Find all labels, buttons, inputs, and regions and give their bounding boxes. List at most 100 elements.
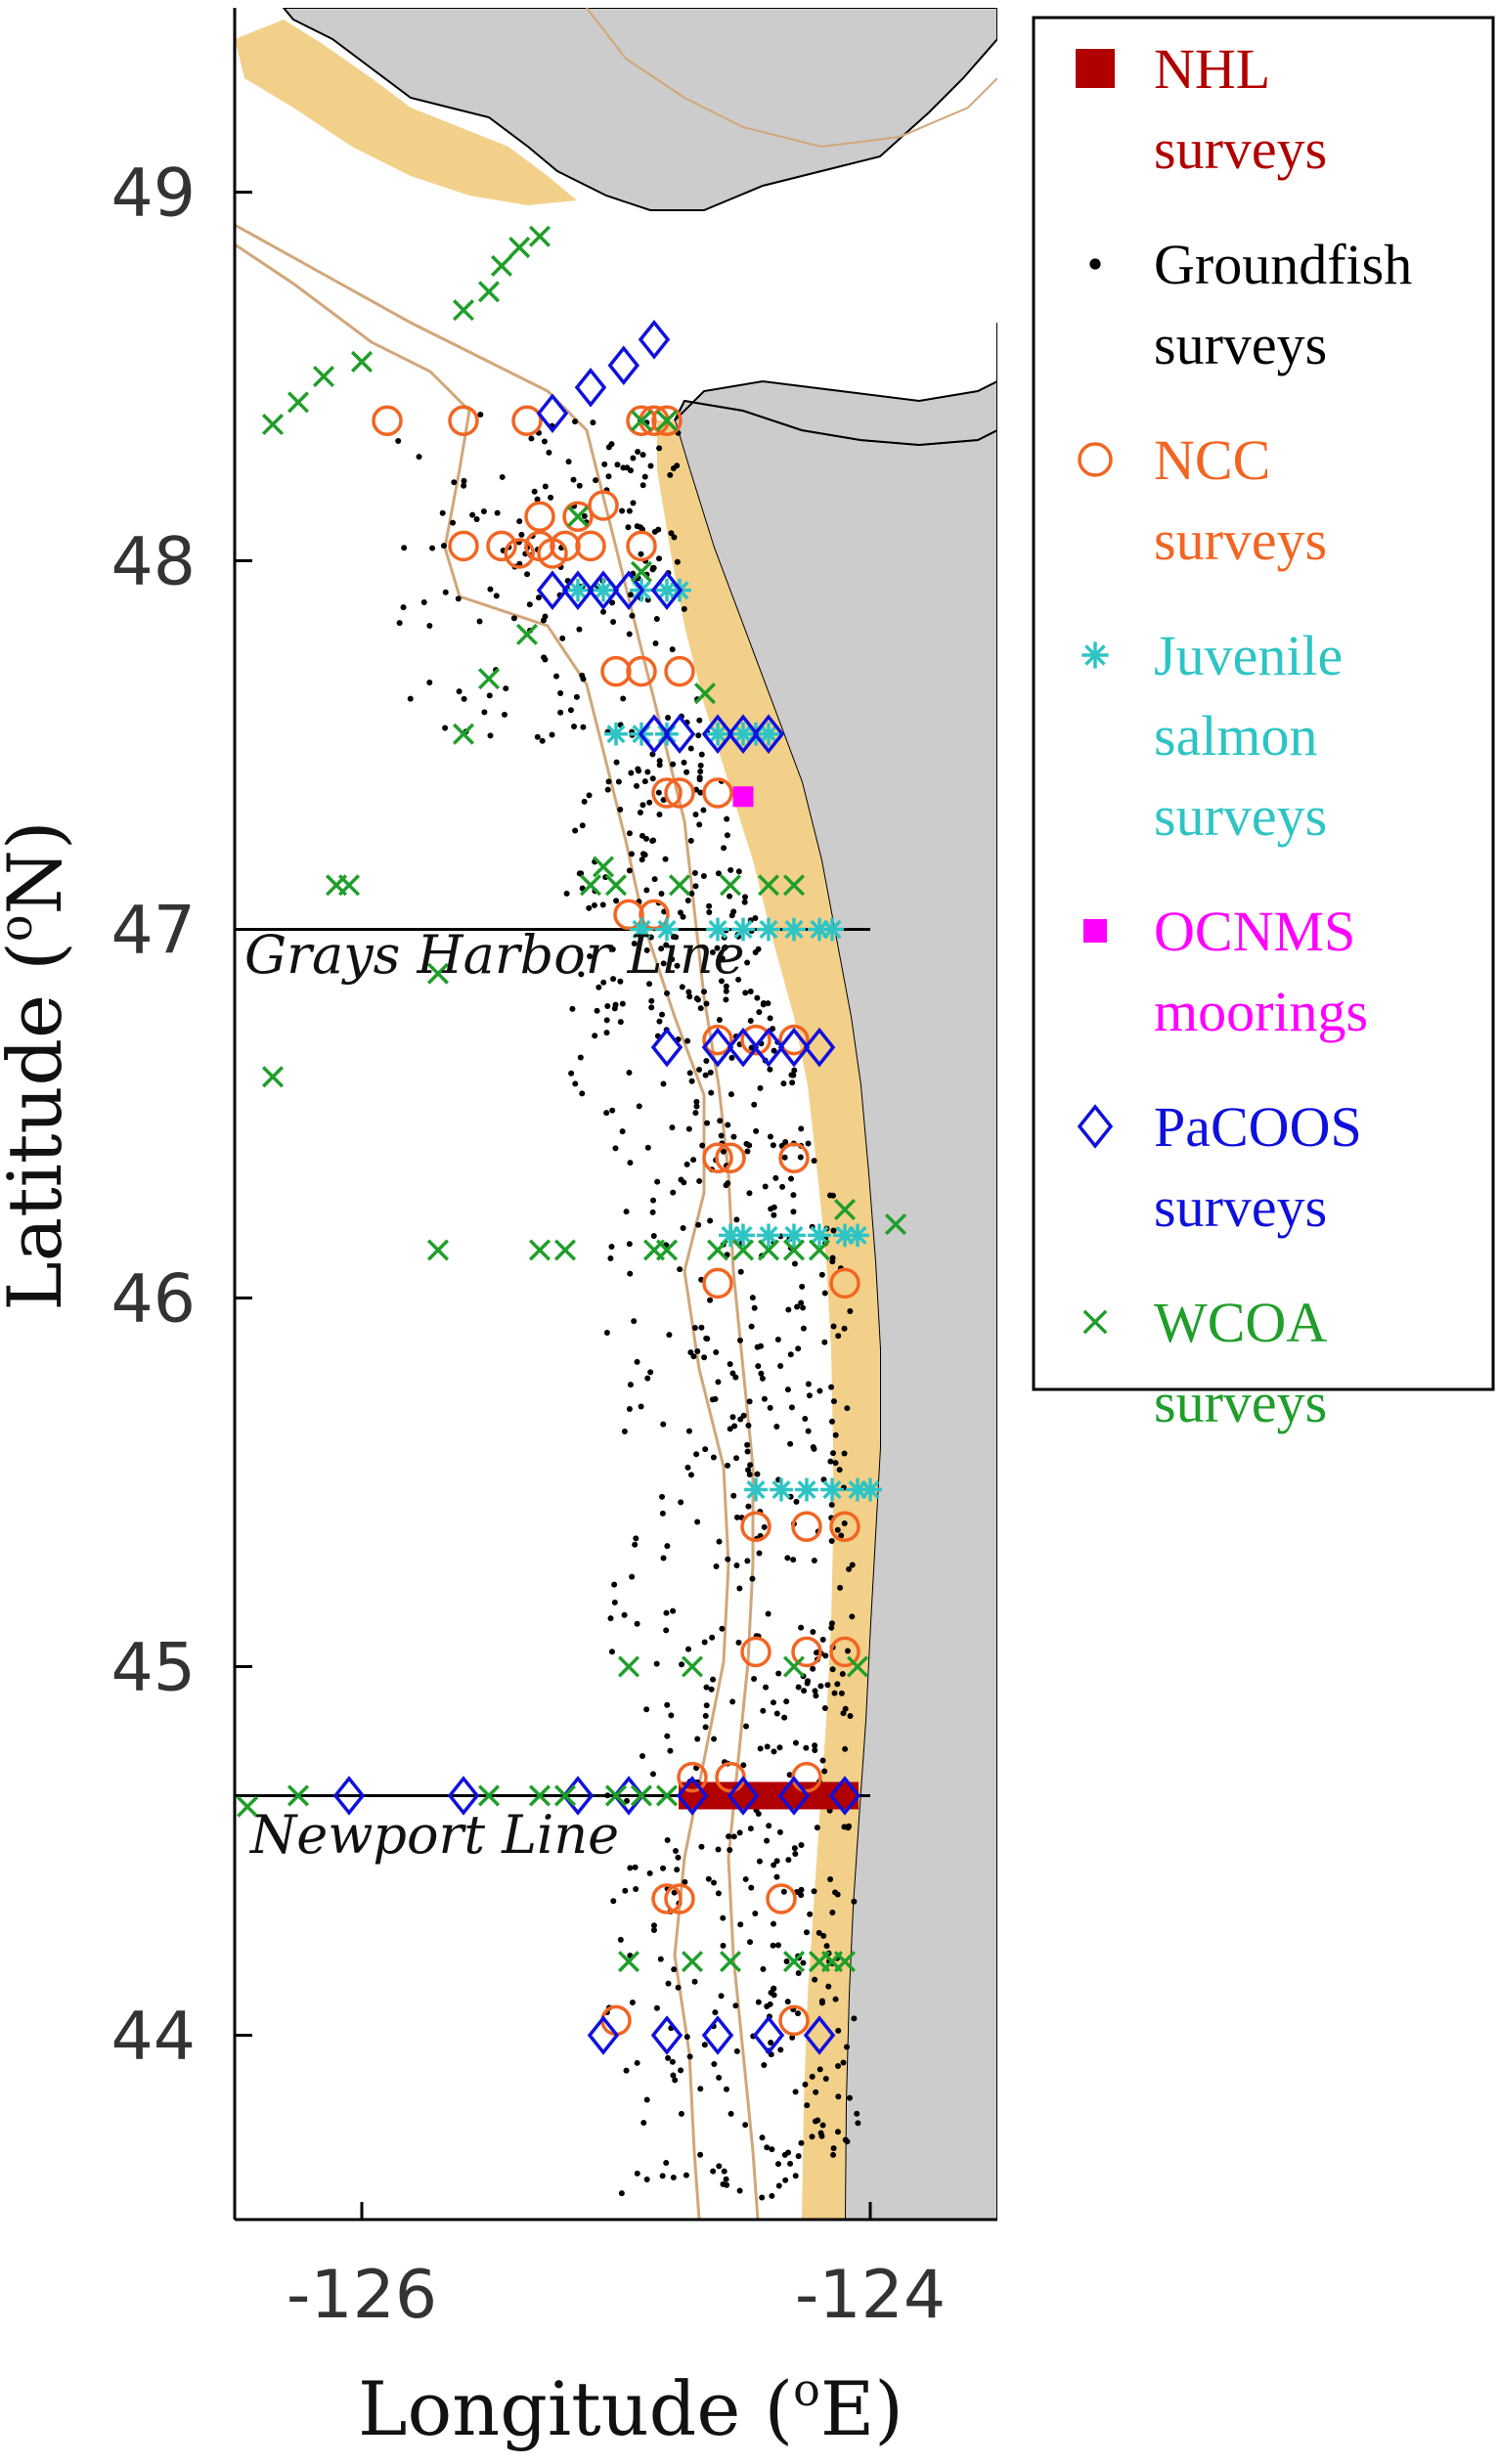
ncc-surveys-point <box>766 1883 797 1914</box>
groundfish-survey-point <box>707 1069 714 1076</box>
groundfish-survey-point <box>638 550 644 557</box>
groundfish-survey-point <box>822 2075 829 2082</box>
wcoa-surveys-point <box>833 1951 857 1973</box>
groundfish-survey-point <box>804 2102 811 2109</box>
groundfish-survey-point <box>846 1823 853 1829</box>
groundfish-survey-point <box>711 1879 718 1886</box>
groundfish-survey-point <box>516 518 523 525</box>
wcoa-surveys-point <box>528 1784 551 1807</box>
groundfish-survey-point <box>456 688 463 695</box>
groundfish-survey-point <box>752 914 759 921</box>
groundfish-survey-point <box>481 709 488 716</box>
groundfish-survey-point <box>669 1124 676 1131</box>
juvenile-salmon-surveys-point <box>719 1223 742 1248</box>
groundfish-survey-point <box>802 1416 809 1423</box>
groundfish-survey-point <box>591 902 597 908</box>
groundfish-survey-point <box>699 1142 706 1149</box>
wcoa-surveys-point <box>452 299 475 322</box>
groundfish-survey-point <box>733 1562 740 1569</box>
groundfish-survey-point <box>742 2122 749 2129</box>
groundfish-survey-point <box>549 731 555 738</box>
groundfish-survey-point <box>664 1733 671 1739</box>
groundfish-survey-point <box>773 1424 780 1430</box>
groundfish-survey-point <box>718 978 725 985</box>
groundfish-survey-point <box>603 1030 610 1036</box>
ncc-surveys-point <box>639 899 670 931</box>
groundfish-survey-point <box>640 2119 647 2126</box>
groundfish-survey-point <box>692 812 699 818</box>
groundfish-survey-point <box>678 1499 684 1506</box>
groundfish-survey-point <box>487 732 494 739</box>
groundfish-survey-point <box>594 1007 600 1014</box>
groundfish-survey-point <box>608 1243 615 1250</box>
groundfish-survey-point <box>832 1996 839 2002</box>
groundfish-survey-point <box>660 1555 667 1562</box>
wcoa-surveys-point <box>693 682 717 705</box>
land-vancouver-island <box>282 8 997 211</box>
ncc-surveys-point <box>486 530 517 562</box>
groundfish-survey-point <box>724 815 730 822</box>
groundfish-survey-point <box>634 782 640 789</box>
legend-label-ncc: surveys <box>1154 508 1327 572</box>
groundfish-survey-point <box>840 1710 847 1717</box>
groundfish-survey-point <box>494 509 501 516</box>
groundfish-survey-point <box>643 946 650 953</box>
groundfish-survey-point <box>832 1460 839 1467</box>
pacoos-surveys-point <box>752 714 785 754</box>
wcoa-surveys-point <box>630 410 653 432</box>
groundfish-survey-point <box>744 1148 751 1155</box>
groundfish-survey-point <box>656 445 663 452</box>
wcoa-surveys-point <box>566 506 590 528</box>
groundfish-survey-point <box>691 1324 698 1331</box>
ncc-surveys-point <box>651 1883 683 1914</box>
groundfish-survey-point <box>817 1683 824 1690</box>
groundfish-survey-point <box>605 778 612 785</box>
groundfish-survey-point <box>723 988 729 994</box>
groundfish-survey-point <box>821 1290 828 1297</box>
groundfish-survey-point <box>653 1660 660 1667</box>
groundfish-survey-point <box>656 1018 663 1025</box>
groundfish-survey-point <box>623 1209 630 1215</box>
groundfish-survey-point <box>773 1858 780 1865</box>
groundfish-survey-point <box>643 2176 650 2182</box>
groundfish-survey-point <box>767 1066 773 1073</box>
groundfish-survey-point <box>785 1857 792 1864</box>
groundfish-survey-point <box>665 715 672 722</box>
groundfish-survey-point <box>709 949 716 956</box>
groundfish-survey-point <box>541 438 548 445</box>
groundfish-survey-point <box>643 2096 650 2103</box>
groundfish-survey-point <box>784 1555 791 1562</box>
groundfish-survey-point <box>636 1103 642 1110</box>
wcoa-surveys-point <box>808 1239 831 1261</box>
groundfish-survey-point <box>747 1826 754 1832</box>
groundfish-survey-point <box>829 1909 836 1915</box>
x-axis-title: Longitude (oE) <box>358 2363 904 2452</box>
groundfish-survey-point <box>844 2138 851 2145</box>
groundfish-survey-point <box>524 571 531 578</box>
groundfish-survey-point <box>757 1084 764 1091</box>
groundfish-survey-point <box>751 1101 758 1108</box>
groundfish-survey-point <box>775 2182 782 2189</box>
groundfish-survey-point <box>693 1103 700 1110</box>
groundfish-survey-point <box>696 1177 703 1184</box>
groundfish-survey-point <box>747 1939 754 1946</box>
groundfish-survey-point <box>668 530 675 537</box>
groundfish-survey-point <box>659 1510 666 1517</box>
groundfish-survey-point <box>777 2046 784 2053</box>
groundfish-survey-point <box>634 1620 640 1627</box>
legend-label-nhl: NHL <box>1154 37 1270 101</box>
groundfish-survey-point <box>782 2177 789 2183</box>
pacoos-surveys-point <box>777 1027 811 1068</box>
groundfish-survey-point <box>764 2003 771 2010</box>
groundfish-survey-point <box>623 1797 630 1804</box>
pacoos-surveys-point <box>803 2015 836 2055</box>
groundfish-survey-point <box>600 608 607 615</box>
groundfish-survey-point <box>805 1428 812 1434</box>
groundfish-survey-point <box>695 732 702 739</box>
groundfish-survey-point <box>572 1080 579 1087</box>
groundfish-survey-point <box>679 1661 685 1668</box>
legend: NHL surveys Groundfish surveys NCC surveys Juv… <box>1032 16 1495 1434</box>
groundfish-survey-point <box>672 2077 679 2084</box>
groundfish-survey-point <box>787 1351 794 1358</box>
groundfish-survey-point <box>766 1823 772 1829</box>
